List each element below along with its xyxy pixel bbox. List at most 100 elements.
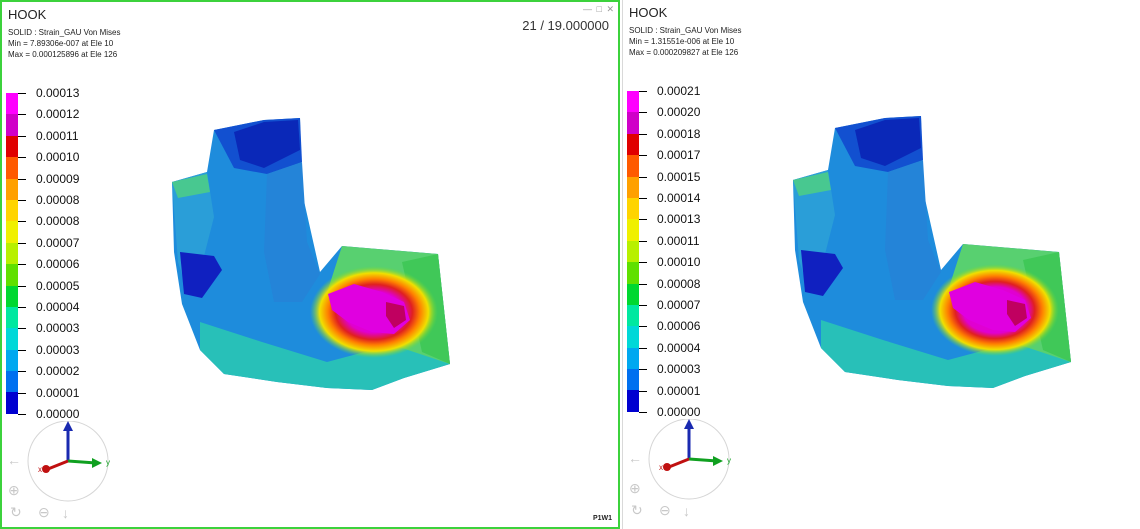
legend-label: 0.00018 (657, 126, 701, 141)
legend-tick (639, 262, 647, 264)
result-min: Min = 1.31551e-006 at Ele 10 (629, 37, 735, 46)
legend-tick (639, 369, 647, 371)
zoom-out-icon[interactable]: ⊖ (659, 502, 671, 518)
hook-top-dark (855, 118, 921, 166)
hook-dark-patch (801, 250, 843, 296)
legend-tick (18, 178, 26, 180)
legend-label: 0.00007 (657, 298, 701, 312)
legend-tick (639, 283, 647, 285)
hook-lower-band (821, 320, 1071, 388)
coordinate-triad[interactable]: z y x (647, 419, 743, 529)
legend-swatch (627, 326, 639, 348)
legend-tick (18, 285, 26, 287)
legend-swatch (627, 176, 639, 198)
hook-model[interactable] (623, 0, 1140, 529)
legend-label: 0.00010 (36, 150, 80, 165)
legend-label: 0.00004 (657, 340, 701, 355)
legend-label: 0.00008 (36, 214, 80, 229)
legend-swatch (627, 240, 639, 263)
axis-y-label: y (727, 456, 731, 465)
hook-dark-patch (180, 252, 222, 298)
legend-swatch (6, 285, 18, 307)
legend-tick (639, 219, 647, 221)
legend-label: 0.00001 (36, 385, 80, 400)
legend-tick (639, 390, 647, 392)
legend-swatch (627, 347, 639, 370)
legend-tick (18, 371, 26, 373)
legend-tick (18, 414, 26, 415)
legend-label: 0.00017 (657, 148, 701, 163)
legend-tick (18, 392, 26, 394)
legend-label: 0.00006 (657, 319, 701, 334)
legend-color-bar (6, 93, 18, 414)
rotate-icon[interactable]: ↻ (631, 502, 643, 518)
legend-swatch (6, 328, 18, 350)
legend-tick (18, 157, 26, 159)
result-max: Max = 0.000209827 at Ele 126 (629, 48, 739, 57)
legend-tick (639, 155, 647, 157)
legend-tick (639, 326, 647, 328)
legend-label: 0.00000 (657, 405, 701, 419)
arrow-down-icon[interactable]: ↓ (62, 505, 69, 521)
viewport-right[interactable]: HOOK SOLID : Strain_GAU Von Mises Min = … (622, 0, 1140, 529)
legend-label: 0.00014 (657, 191, 701, 205)
legend-swatch (627, 112, 639, 134)
zoom-out-icon[interactable]: ⊖ (38, 504, 50, 520)
zoom-in-icon[interactable]: ⊕ (8, 482, 20, 498)
legend-tick (639, 240, 647, 242)
legend-tick (639, 91, 647, 92)
legend-label: 0.00011 (36, 128, 79, 143)
stress-peak-edge (1007, 300, 1027, 326)
legend-label: 0.00015 (657, 169, 701, 184)
legend-swatch (6, 392, 18, 414)
maximize-icon[interactable]: □ (596, 4, 603, 14)
viewport-left[interactable]: HOOK SOLID : Strain_GAU Von Mises Min = … (0, 0, 620, 529)
axis-y-label: y (106, 458, 110, 467)
legend-tick (639, 112, 647, 114)
legend-swatch (6, 157, 18, 179)
legend-swatch (6, 371, 18, 393)
minimize-icon[interactable]: — (582, 4, 593, 14)
legend-swatch (627, 390, 639, 412)
legend-label: 0.00003 (36, 342, 80, 357)
legend-tick (18, 328, 26, 330)
legend-tick (639, 176, 647, 178)
legend-label: 0.00003 (36, 321, 80, 336)
legend-swatch (6, 221, 18, 243)
legend-tick (18, 114, 26, 116)
legend-label: 0.00021 (657, 84, 701, 98)
viewport-title: HOOK (8, 7, 47, 22)
legend-label: 0.00007 (36, 235, 80, 250)
legend-swatch (6, 135, 18, 158)
legend-swatch (6, 242, 18, 265)
legend-label: 0.00008 (657, 276, 701, 291)
hook-model[interactable] (2, 2, 618, 527)
rotate-icon[interactable]: ↻ (10, 504, 22, 520)
legend-tick (639, 305, 647, 306)
legend-swatch (6, 199, 18, 222)
hook-lower-band (200, 322, 450, 390)
zoom-in-icon[interactable]: ⊕ (629, 480, 641, 496)
legend-color-bar (627, 91, 639, 412)
legend-tick (18, 200, 26, 201)
coordinate-triad[interactable]: z y x (26, 421, 122, 529)
legend-label: 0.00005 (36, 278, 80, 293)
window-controls: — □ ✕ (583, 4, 615, 15)
legend-swatch (627, 155, 639, 177)
legend-tick (18, 221, 26, 223)
arrow-left-icon[interactable]: ← (628, 450, 642, 466)
arrow-down-icon[interactable]: ↓ (683, 503, 690, 519)
stress-peak-edge (386, 302, 406, 328)
legend-label: 0.00000 (36, 407, 80, 421)
close-icon[interactable]: ✕ (606, 4, 615, 14)
result-info: SOLID : Strain_GAU Von Mises Min = 1.315… (629, 25, 742, 58)
hook-inner-face (885, 160, 941, 300)
viewport-title: HOOK (629, 5, 668, 20)
result-info: SOLID : Strain_GAU Von Mises Min = 7.893… (8, 27, 121, 60)
legend-swatch (627, 304, 639, 327)
hook-left-green (793, 172, 831, 196)
legend-swatch (627, 197, 639, 220)
legend-tick (639, 198, 647, 199)
arrow-left-icon[interactable]: ← (7, 452, 21, 468)
legend-swatch (6, 306, 18, 329)
